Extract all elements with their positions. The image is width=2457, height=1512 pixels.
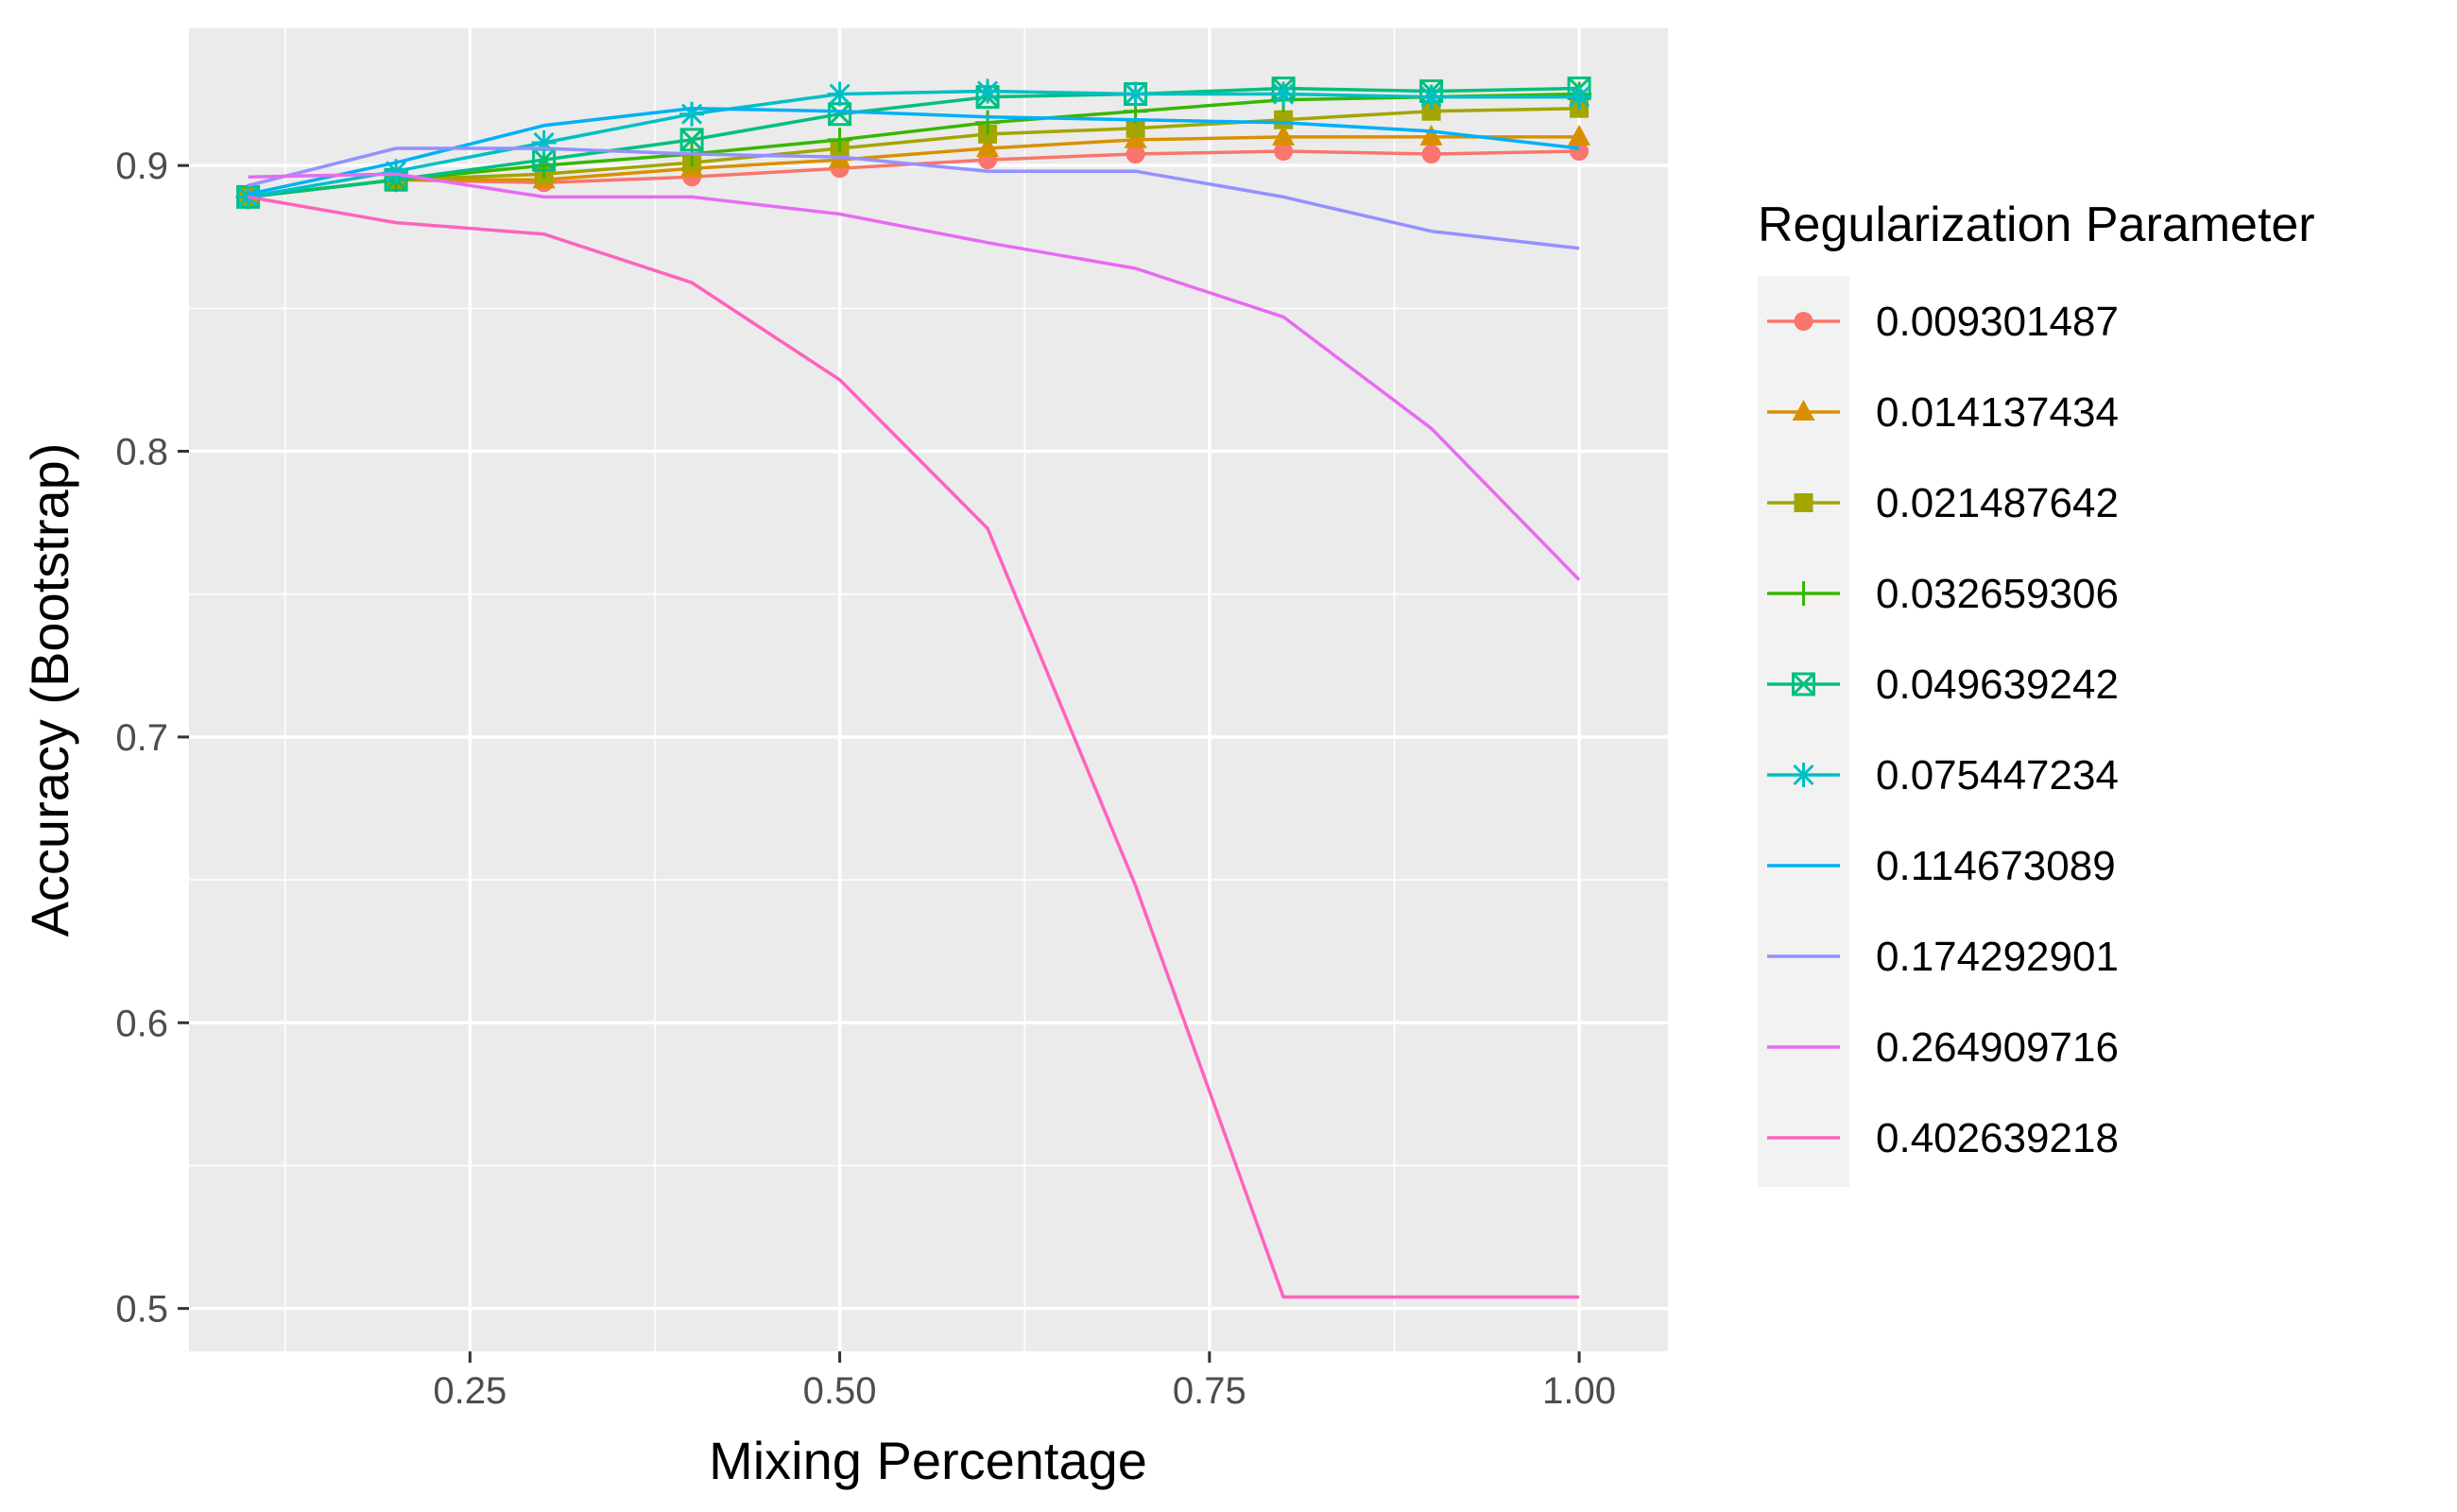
y-tick-label: 0.6	[115, 1003, 168, 1044]
axis-ticks: 0.25 0.50 0.75 1.00 0.5 0.6 0.7 0.8 0.9	[115, 146, 1616, 1412]
series-point	[1125, 118, 1145, 138]
y-axis-title: Accuracy (Bootstrap)	[20, 443, 79, 937]
series-point	[384, 159, 409, 184]
y-tick-label: 0.8	[115, 432, 168, 473]
legend-item: 0.009301487	[1767, 299, 2119, 345]
legend-item: 0.075447234	[1767, 752, 2119, 799]
series-7	[248, 106, 1580, 197]
x-tick-label: 1.00	[1542, 1370, 1616, 1412]
series-line	[248, 106, 1580, 199]
legend-label: 0.114673089	[1876, 843, 2116, 889]
series-8	[248, 146, 1580, 250]
series-point	[1124, 127, 1147, 148]
legend-label: 0.021487642	[1876, 480, 2119, 526]
legend-item: 0.264909716	[1767, 1024, 2119, 1071]
legend-label: 0.075447234	[1876, 752, 2119, 799]
series-10	[248, 195, 1580, 1299]
legend-key-marker	[1792, 672, 1815, 696]
series-point	[976, 135, 1000, 157]
series-line	[248, 146, 1580, 250]
legend-item: 0.032659306	[1767, 571, 2119, 617]
y-tick-label: 0.9	[115, 146, 168, 187]
series-point	[827, 127, 852, 152]
legend-items: 0.009301487 0.014137434 0.021487642 0.03265…	[1767, 299, 2119, 1161]
legend-item: 0.049639242	[1767, 662, 2119, 708]
series-point	[1125, 145, 1145, 164]
series-line	[248, 92, 1580, 199]
series-point	[1123, 81, 1148, 107]
legend-item: 0.114673089	[1767, 843, 2116, 889]
series-point	[1419, 124, 1443, 146]
legend-item: 0.021487642	[1767, 480, 2119, 526]
series-point	[1274, 110, 1294, 129]
legend-label: 0.032659306	[1876, 571, 2119, 617]
legend-label: 0.014137434	[1876, 389, 2119, 436]
legend-label: 0.009301487	[1876, 299, 2119, 345]
series-6	[235, 78, 1592, 210]
series-point	[679, 128, 704, 152]
x-axis-title: Mixing Percentage	[709, 1431, 1147, 1490]
legend-label: 0.402639218	[1876, 1115, 2119, 1161]
series-point	[1421, 145, 1441, 164]
series-point	[1418, 84, 1444, 110]
legend: Regularization Parameter 0.009301487 0.01…	[1758, 198, 2315, 1187]
series-point	[975, 110, 1001, 135]
legend-key-marker	[1791, 581, 1816, 606]
legend-label: 0.264909716	[1876, 1024, 2119, 1071]
y-tick-label: 0.7	[115, 717, 168, 759]
series-point	[1421, 101, 1441, 121]
series-point	[1272, 124, 1296, 146]
series-point	[828, 102, 852, 127]
plot-panel	[189, 28, 1668, 1351]
legend-item: 0.174292901	[1767, 934, 2119, 980]
series-point	[1274, 142, 1294, 162]
series-line	[248, 195, 1580, 1299]
series-layer	[235, 76, 1592, 1299]
legend-key-marker	[1794, 493, 1813, 512]
series-point	[827, 81, 852, 107]
legend-key-background	[1758, 276, 1849, 1187]
series-point	[679, 101, 705, 127]
series-point	[1271, 81, 1297, 107]
y-tick-label: 0.5	[115, 1289, 168, 1331]
series-point	[531, 129, 557, 155]
legend-title: Regularization Parameter	[1758, 198, 2315, 252]
legend-item: 0.402639218	[1767, 1115, 2119, 1161]
series-point	[1567, 84, 1592, 110]
series-9	[248, 172, 1581, 581]
series-point	[975, 78, 1001, 104]
series-point	[531, 153, 557, 179]
x-tick-label: 0.75	[1173, 1370, 1246, 1412]
x-tick-label: 0.25	[433, 1370, 507, 1412]
series-line	[248, 89, 1580, 199]
series-line	[248, 172, 1581, 581]
legend-label: 0.049639242	[1876, 662, 2119, 708]
legend-key-marker	[1792, 400, 1815, 421]
legend-key-marker	[1791, 763, 1816, 787]
legend-label: 0.174292901	[1876, 934, 2119, 980]
legend-item: 0.014137434	[1767, 389, 2119, 436]
series-line	[248, 106, 1580, 197]
series-line	[248, 86, 1580, 199]
series-line	[248, 135, 1580, 199]
legend-key-marker	[1794, 312, 1813, 331]
x-tick-label: 0.50	[803, 1370, 877, 1412]
series-point	[1568, 124, 1591, 146]
